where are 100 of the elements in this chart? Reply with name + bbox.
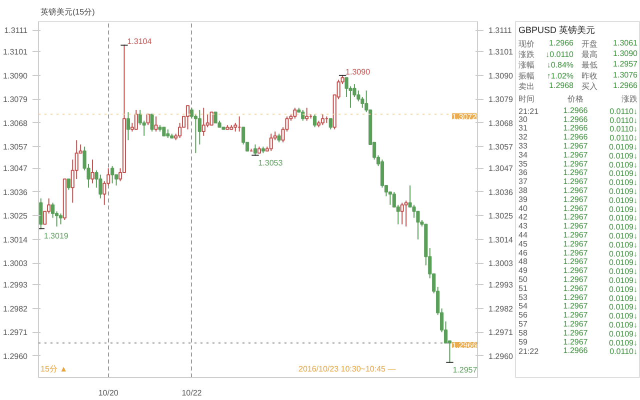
candlestick bbox=[58, 213, 63, 225]
candlestick bbox=[404, 200, 408, 227]
x-tick-label: 10/22 bbox=[182, 388, 202, 398]
text: 时间 bbox=[518, 94, 534, 104]
text: 0.0109↓ bbox=[609, 151, 638, 160]
text: 1.2967 bbox=[563, 212, 588, 222]
text: 53 bbox=[518, 292, 528, 302]
text: 0.0109↓ bbox=[609, 320, 638, 330]
text: 1.2966 bbox=[563, 114, 588, 124]
text: 1.2967 bbox=[563, 266, 588, 276]
text: 1.2967 bbox=[563, 222, 588, 231]
annotation: 2016/10/23 10:30~10:45 — bbox=[298, 364, 396, 374]
text: 51 bbox=[518, 284, 528, 293]
text: 1.2967 bbox=[563, 204, 588, 213]
annotation: 1.3053 bbox=[258, 158, 284, 168]
text: 21:21 bbox=[518, 106, 540, 116]
y2-tick-label: 1.3101 bbox=[488, 48, 514, 57]
y-tick-label: 1.3090 bbox=[3, 71, 28, 80]
text: 1.2967 bbox=[563, 230, 588, 240]
text: 0.0110↓ bbox=[610, 124, 638, 134]
text: GBPUSD 英镑美元 bbox=[518, 25, 596, 36]
text: 30 bbox=[518, 114, 528, 124]
text: 46 bbox=[518, 248, 528, 258]
candlestick bbox=[110, 166, 114, 184]
text: 1.2966 bbox=[613, 81, 638, 90]
text: 0.0109↓ bbox=[609, 142, 638, 152]
y-tick-label: 1.2993 bbox=[3, 280, 28, 290]
text: 涨跌 bbox=[622, 94, 638, 104]
y-tick-label: 1.3036 bbox=[3, 188, 28, 197]
y2-tick-label: 1.3057 bbox=[488, 142, 514, 152]
text: 54 bbox=[518, 302, 528, 311]
text: 1.2967 bbox=[563, 150, 588, 160]
text: ↓0.0110 bbox=[546, 50, 574, 59]
text: 44 bbox=[518, 230, 528, 240]
text: 1.2967 bbox=[563, 194, 588, 204]
text: 1.2967 bbox=[563, 239, 588, 248]
text: 57 bbox=[518, 320, 528, 329]
text: 1.2967 bbox=[563, 177, 588, 186]
y2-tick-label: 1.3068 bbox=[488, 118, 514, 128]
text: 0.0109↓ bbox=[609, 204, 638, 214]
text: 34 bbox=[518, 150, 528, 160]
ref-line-label: 1.3072 bbox=[452, 112, 478, 122]
text: 0.0110↓ bbox=[610, 347, 638, 356]
y-tick-label: 1.3003 bbox=[3, 259, 28, 268]
text: 0.0109↓ bbox=[609, 232, 638, 241]
text: 0.0109↓ bbox=[609, 276, 638, 286]
chart-title: 英镑美元(15分) bbox=[40, 8, 96, 16]
text: 1.2967 bbox=[563, 275, 588, 284]
y2-tick-label: 1.3090 bbox=[488, 71, 514, 80]
text: 1.2967 bbox=[563, 257, 588, 266]
y-tick-label: 1.2982 bbox=[3, 304, 28, 314]
candlestick bbox=[98, 174, 102, 199]
text: 31 bbox=[518, 124, 528, 133]
text: 1.2968 bbox=[549, 81, 574, 90]
text: 38 bbox=[518, 186, 528, 196]
y-tick-label: 1.3057 bbox=[3, 142, 28, 152]
text: 0.0109↓ bbox=[609, 240, 638, 250]
candlestick bbox=[328, 118, 332, 130]
text: 1.2967 bbox=[563, 320, 588, 329]
y-tick-label: 1.3014 bbox=[3, 235, 28, 244]
text: 0.0109↓ bbox=[609, 169, 638, 178]
candlestick bbox=[312, 114, 317, 128]
text: 1.2967 bbox=[563, 292, 588, 302]
candlestick bbox=[150, 114, 154, 132]
text: 45 bbox=[518, 239, 528, 248]
text: 0.0109↓ bbox=[609, 302, 638, 312]
text: 最低 bbox=[582, 60, 598, 70]
y-tick-label: 1.2971 bbox=[3, 328, 28, 338]
text: ↑1.02% bbox=[546, 71, 574, 80]
candlestick bbox=[320, 114, 324, 126]
text: 1.3090 bbox=[613, 48, 638, 58]
y2-tick-label: 1.3047 bbox=[488, 164, 514, 174]
text: 1.2967 bbox=[563, 142, 588, 151]
text: 43 bbox=[518, 222, 528, 231]
candlestick bbox=[126, 112, 130, 141]
candlestick bbox=[51, 202, 55, 218]
y-tick-label: 1.2960 bbox=[3, 352, 28, 361]
text: 0.0109↓ bbox=[609, 249, 638, 258]
text: 价格 bbox=[566, 94, 584, 104]
candlestick bbox=[154, 116, 158, 132]
text: 昨收 bbox=[582, 71, 598, 80]
text: 0.0109↓ bbox=[609, 187, 638, 196]
text: 35 bbox=[518, 159, 528, 168]
text: 1.2967 bbox=[563, 310, 588, 320]
text: 1.3076 bbox=[613, 70, 638, 80]
text: 49 bbox=[518, 266, 528, 276]
text: 0.0109↓ bbox=[609, 294, 638, 303]
text: 最高 bbox=[582, 50, 598, 59]
text: 1.2967 bbox=[563, 284, 588, 293]
text: 50 bbox=[518, 275, 528, 284]
text: 59 bbox=[518, 337, 528, 346]
y2-tick-label: 1.2982 bbox=[488, 304, 514, 314]
y2-tick-label: 1.3003 bbox=[488, 259, 514, 268]
text: 1.2966 bbox=[563, 124, 588, 133]
text: 0.0109↓ bbox=[609, 160, 638, 170]
text: 1.2966 bbox=[549, 38, 574, 48]
y-tick-label: 1.3079 bbox=[3, 95, 28, 104]
text: 0.0109↓ bbox=[609, 267, 638, 276]
y2-tick-label: 1.3014 bbox=[488, 235, 514, 244]
text: 21:22 bbox=[518, 347, 540, 356]
